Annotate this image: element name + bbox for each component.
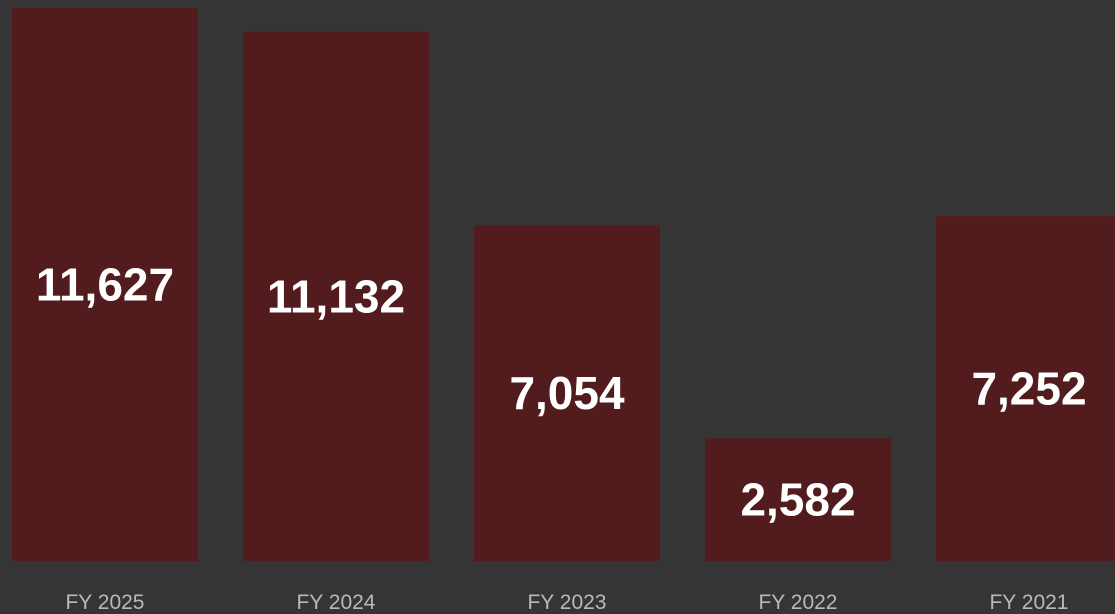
- bar-value-label: 7,252: [971, 363, 1086, 415]
- x-tick-label: FY 2025: [65, 591, 144, 614]
- bar-fy-2022: [705, 438, 891, 561]
- x-tick-label: FY 2023: [527, 591, 606, 614]
- bar-fy-2023: [474, 225, 660, 561]
- bar-value-label: 11,627: [36, 259, 174, 311]
- bar-fy-2024: [243, 31, 429, 562]
- bar-value-label: 2,582: [740, 474, 855, 526]
- bar-value-label: 7,054: [509, 367, 625, 419]
- bar-value-label: 11,132: [267, 270, 405, 322]
- labels-group: 11,627 FY 2025 11,132 FY 2024 7,054 FY 2023 2,…: [36, 259, 1087, 614]
- bar-fy-2021: [936, 216, 1115, 562]
- bar-fy-2025: [12, 8, 198, 561]
- x-tick-label: FY 2021: [989, 591, 1068, 614]
- bars-group: [12, 8, 1115, 562]
- x-tick-label: FY 2022: [758, 591, 837, 614]
- x-tick-label: FY 2024: [296, 591, 375, 614]
